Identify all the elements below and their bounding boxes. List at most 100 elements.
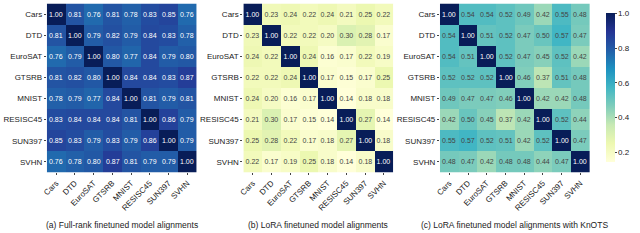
- svg-text:0.85: 0.85: [162, 11, 176, 18]
- svg-text:0.51: 0.51: [555, 74, 569, 81]
- svg-text:Cars: Cars: [222, 10, 239, 19]
- svg-text:0.24: 0.24: [303, 53, 317, 60]
- svg-text:0.47: 0.47: [517, 32, 531, 39]
- svg-text:0.15: 0.15: [340, 74, 354, 81]
- svg-text:0.80: 0.80: [106, 53, 120, 60]
- svg-text:0.48: 0.48: [573, 11, 587, 18]
- svg-text:0.8: 0.8: [618, 44, 630, 53]
- svg-text:GTSRB: GTSRB: [484, 179, 510, 205]
- svg-text:0.81: 0.81: [180, 95, 194, 102]
- svg-text:0.79: 0.79: [87, 32, 101, 39]
- svg-text:0.48: 0.48: [573, 95, 587, 102]
- svg-text:0.22: 0.22: [246, 74, 260, 81]
- svg-text:0.86: 0.86: [162, 116, 176, 123]
- svg-text:0.23: 0.23: [246, 32, 260, 39]
- svg-text:SUN397: SUN397: [209, 137, 240, 146]
- svg-text:0.84: 0.84: [124, 74, 138, 81]
- svg-text:MNIST: MNIST: [410, 94, 435, 103]
- svg-text:0.79: 0.79: [162, 95, 176, 102]
- svg-text:SUN397: SUN397: [538, 179, 566, 207]
- svg-text:0.46: 0.46: [517, 74, 531, 81]
- svg-text:SUN397: SUN397: [145, 179, 173, 207]
- svg-text:SVHN: SVHN: [20, 158, 42, 167]
- svg-text:0.79: 0.79: [68, 53, 82, 60]
- svg-text:0.47: 0.47: [573, 32, 587, 39]
- svg-text:0.79: 0.79: [180, 116, 194, 123]
- svg-text:0.45: 0.45: [480, 116, 494, 123]
- svg-text:1.00: 1.00: [321, 95, 335, 102]
- svg-text:0.27: 0.27: [340, 137, 354, 144]
- svg-text:0.84: 0.84: [106, 95, 120, 102]
- svg-text:0.42: 0.42: [517, 137, 531, 144]
- svg-text:1.00: 1.00: [87, 53, 101, 60]
- svg-text:1.00: 1.00: [284, 53, 298, 60]
- svg-text:1.00: 1.00: [536, 116, 550, 123]
- svg-text:DTD: DTD: [454, 179, 472, 197]
- svg-text:0.52: 0.52: [499, 11, 513, 18]
- svg-text:0.42: 0.42: [536, 95, 550, 102]
- svg-text:GTSRB: GTSRB: [211, 73, 239, 82]
- svg-text:0.52: 0.52: [442, 74, 456, 81]
- svg-text:0.76: 0.76: [180, 11, 194, 18]
- svg-text:0.42: 0.42: [536, 11, 550, 18]
- svg-text:0.16: 0.16: [284, 95, 298, 102]
- svg-text:0.37: 0.37: [499, 116, 513, 123]
- svg-text:0.79: 0.79: [143, 158, 157, 165]
- svg-text:0.14: 0.14: [377, 116, 391, 123]
- svg-text:0.48: 0.48: [517, 158, 531, 165]
- svg-text:0.51: 0.51: [499, 137, 513, 144]
- svg-text:SVHN: SVHN: [413, 158, 435, 167]
- svg-text:0.54: 0.54: [442, 32, 456, 39]
- svg-text:1.00: 1.00: [246, 11, 260, 18]
- svg-text:1.00: 1.00: [359, 137, 373, 144]
- svg-text:DTD: DTD: [222, 31, 239, 40]
- svg-text:0.44: 0.44: [536, 158, 550, 165]
- svg-text:0.52: 0.52: [499, 53, 513, 60]
- svg-text:0.84: 0.84: [143, 32, 157, 39]
- svg-text:1.00: 1.00: [480, 53, 494, 60]
- svg-text:0.79: 0.79: [124, 32, 138, 39]
- svg-text:0.24: 0.24: [284, 11, 298, 18]
- svg-text:MNIST: MNIST: [17, 94, 42, 103]
- svg-text:0.14: 0.14: [340, 158, 354, 165]
- svg-text:0.17: 0.17: [377, 32, 391, 39]
- svg-text:0.23: 0.23: [265, 11, 279, 18]
- svg-text:Cars: Cars: [239, 179, 257, 197]
- svg-text:0.52: 0.52: [555, 116, 569, 123]
- svg-text:Cars: Cars: [435, 179, 453, 197]
- svg-text:0.18: 0.18: [321, 158, 335, 165]
- svg-text:0.54: 0.54: [442, 53, 456, 60]
- svg-text:0.76: 0.76: [87, 11, 101, 18]
- svg-text:0.17: 0.17: [303, 137, 317, 144]
- svg-text:0.47: 0.47: [555, 158, 569, 165]
- svg-text:RESISC45: RESISC45: [200, 115, 239, 124]
- svg-text:0.18: 0.18: [377, 95, 391, 102]
- svg-text:0.18: 0.18: [321, 137, 335, 144]
- svg-text:1.00: 1.00: [340, 116, 354, 123]
- svg-text:0.84: 0.84: [106, 116, 120, 123]
- svg-text:0.47: 0.47: [461, 158, 475, 165]
- svg-text:EuroSAT: EuroSAT: [69, 179, 98, 208]
- svg-text:0.79: 0.79: [162, 53, 176, 60]
- svg-text:0.77: 0.77: [124, 53, 138, 60]
- svg-text:1.00: 1.00: [106, 74, 120, 81]
- svg-text:0.17: 0.17: [321, 74, 335, 81]
- svg-text:0.79: 0.79: [68, 95, 82, 102]
- svg-text:0.14: 0.14: [340, 95, 354, 102]
- svg-text:DTD: DTD: [419, 31, 436, 40]
- svg-text:0.22: 0.22: [284, 32, 298, 39]
- svg-text:0.18: 0.18: [359, 95, 373, 102]
- svg-text:0.87: 0.87: [106, 158, 120, 165]
- svg-text:0.24: 0.24: [246, 95, 260, 102]
- svg-text:(a) Full-rank finetuned model: (a) Full-rank finetuned model alignments: [46, 220, 198, 230]
- svg-text:DTD: DTD: [61, 179, 79, 197]
- svg-text:0.15: 0.15: [303, 116, 317, 123]
- svg-text:1.00: 1.00: [162, 137, 176, 144]
- svg-text:0.17: 0.17: [265, 158, 279, 165]
- svg-text:0.78: 0.78: [124, 11, 138, 18]
- svg-text:MNIST: MNIST: [504, 179, 528, 203]
- svg-text:0.85: 0.85: [49, 137, 63, 144]
- svg-text:0.52: 0.52: [536, 137, 550, 144]
- svg-text:0.22: 0.22: [265, 74, 279, 81]
- svg-text:0.79: 0.79: [87, 137, 101, 144]
